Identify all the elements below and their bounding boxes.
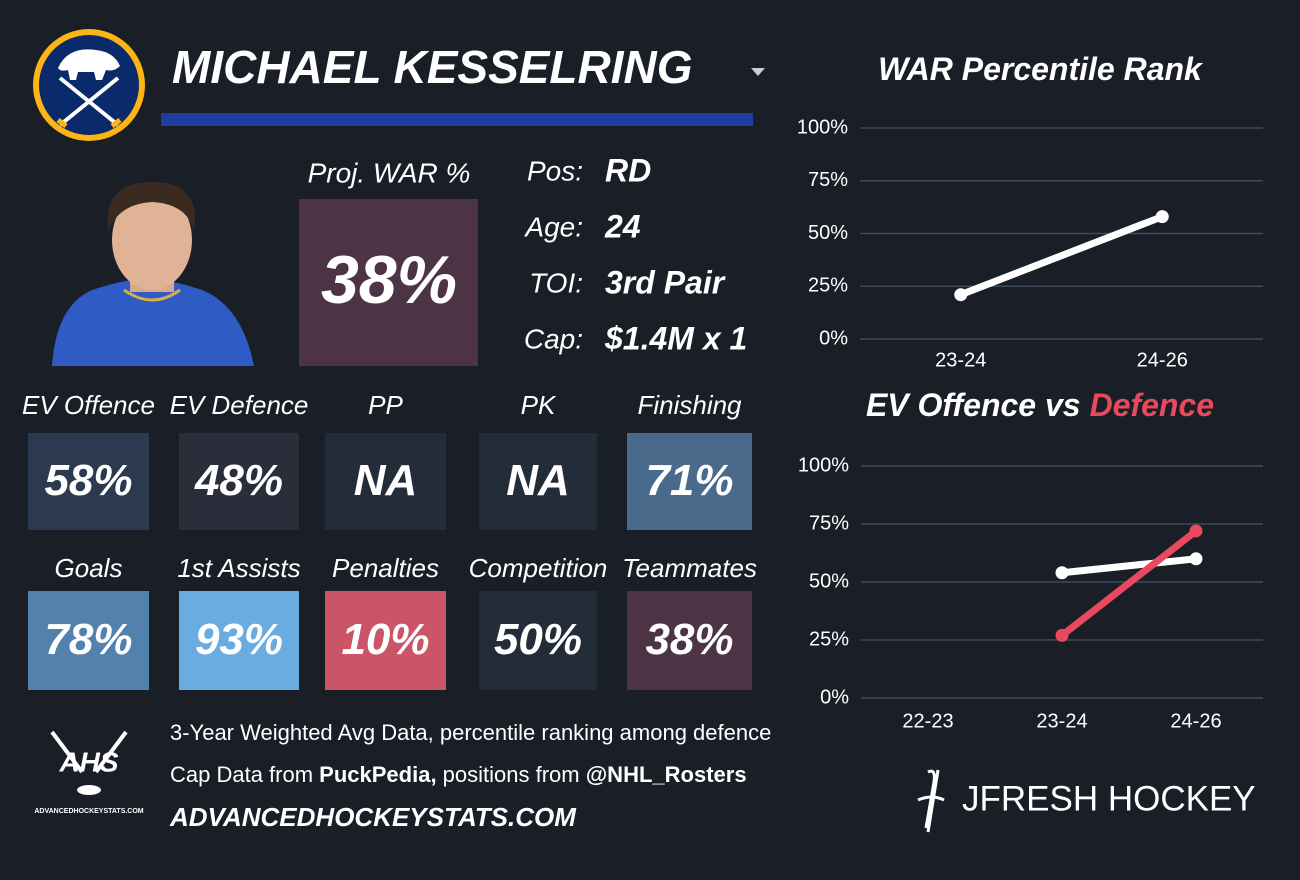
x-tick-label: 24-26 [1170, 710, 1221, 732]
bio-label: Age: [523, 211, 583, 242]
tile-box [28, 433, 149, 530]
projection-value: 38% [321, 242, 457, 318]
y-tick-label: 100% [798, 454, 849, 476]
chart-title: EV Offence vs Defence [866, 387, 1214, 423]
tile-label: PK [521, 390, 557, 420]
y-tick-label: 100% [797, 116, 848, 138]
brand-logo: JFRESH HOCKEY [917, 769, 1256, 833]
charts: 0% 25% 50% 75% 100% 23-24 24-26 WAR Percentile … [797, 51, 1263, 732]
x-tick-label: 23-24 [935, 349, 986, 371]
tile-value: 58% [44, 456, 132, 505]
series-point [954, 288, 968, 302]
footer-text: positions from [437, 762, 586, 787]
bio-label: TOI: [529, 267, 583, 298]
ahs-logo-text: AHS [58, 746, 118, 777]
tile-value: 38% [645, 615, 733, 664]
y-tick-label: 75% [808, 169, 848, 191]
chart-title-accent: Defence [1090, 387, 1215, 423]
footer-website[interactable]: ADVANCEDHOCKEYSTATS.COM [169, 802, 577, 832]
bio-value: RD [605, 152, 651, 188]
tile-value: NA [354, 456, 418, 505]
y-tick-label: 75% [809, 512, 849, 534]
tile-box [28, 591, 149, 690]
chart-title: WAR Percentile Rank [878, 51, 1204, 87]
series-line [1058, 555, 1200, 577]
tile-box [325, 591, 446, 690]
y-tick-label: 25% [808, 275, 848, 297]
tile-box [179, 591, 299, 690]
y-tick-label: 0% [819, 327, 848, 349]
bio-value: $1.4M x 1 [604, 320, 747, 356]
chart-title-text: EV Offence vs [866, 387, 1081, 423]
series-line [957, 213, 1166, 299]
tile-box [179, 433, 299, 530]
series-point [1189, 524, 1203, 538]
tile-label: PP [368, 390, 403, 420]
y-tick-label: 50% [808, 222, 848, 244]
ahs-logo: AHS ADVANCEDHOCKEYSTATS.COM [34, 730, 144, 815]
tile-value: 78% [44, 615, 132, 664]
tile-box [627, 591, 752, 690]
x-tick-label: 22-23 [902, 710, 953, 732]
y-tick-label: 50% [809, 570, 849, 592]
series-point [1055, 628, 1069, 642]
tile-value: 48% [194, 456, 283, 505]
name-underline [161, 113, 753, 126]
tile-label: Finishing [637, 390, 742, 420]
bio: Pos: RD Age: 24 TOI: 3rd Pair Cap: $1.4M x 1 [523, 152, 747, 356]
bio-value: 24 [604, 208, 641, 244]
tile-label: EV Offence [22, 390, 155, 420]
tile-label: Goals [55, 553, 123, 583]
footer-note: 3-Year Weighted Avg Data, percentile ran… [170, 720, 771, 745]
tile-value: 50% [494, 615, 582, 664]
team-logo [33, 29, 145, 141]
bio-label: Cap: [524, 323, 583, 354]
tile-value: NA [506, 456, 570, 505]
series-point [1055, 566, 1069, 580]
tile-box [479, 433, 597, 530]
bio-value: 3rd Pair [605, 264, 726, 300]
tile-label: Competition [469, 553, 608, 583]
series-point [1189, 552, 1203, 566]
footer-text: Cap Data from [170, 762, 319, 787]
tile-label: EV Defence [170, 390, 309, 420]
tile-value: 71% [645, 456, 733, 505]
footer-link[interactable]: PuckPedia, [319, 762, 436, 787]
tile-label: Penalties [332, 553, 439, 583]
ahs-logo-url: ADVANCEDHOCKEYSTATS.COM [34, 808, 143, 815]
tile-box [325, 433, 446, 530]
stat-tiles: EV Offence 58% EV Defence 48% PP NA PK NA Finish… [22, 390, 757, 690]
brand-text: JFRESH HOCKEY [962, 779, 1256, 818]
series-point [1155, 210, 1169, 224]
tile-label: Teammates [622, 553, 757, 583]
tile-box [479, 591, 597, 690]
tile-value: 10% [341, 615, 429, 664]
y-tick-label: 25% [809, 628, 849, 650]
series-line [1058, 527, 1200, 639]
tile-value: 93% [195, 615, 283, 664]
tile-label: 1st Assists [177, 553, 300, 583]
footer-link[interactable]: @NHL_Rosters [586, 762, 747, 787]
chart-title-text: WAR Percentile Rank [878, 51, 1204, 87]
player-photo [52, 182, 254, 366]
dropdown-arrow[interactable] [751, 68, 765, 76]
projection-label: Proj. WAR % [308, 157, 471, 188]
x-tick-label: 24-26 [1137, 349, 1188, 371]
footer-sources: Cap Data from PuckPedia, positions from … [170, 762, 747, 787]
projection-box [299, 199, 478, 366]
tile-box [627, 433, 752, 530]
x-tick-label: 23-24 [1036, 710, 1087, 732]
player-name: MICHAEL KESSELRING [172, 41, 693, 93]
bio-label: Pos: [527, 155, 583, 186]
y-tick-label: 0% [820, 686, 849, 708]
